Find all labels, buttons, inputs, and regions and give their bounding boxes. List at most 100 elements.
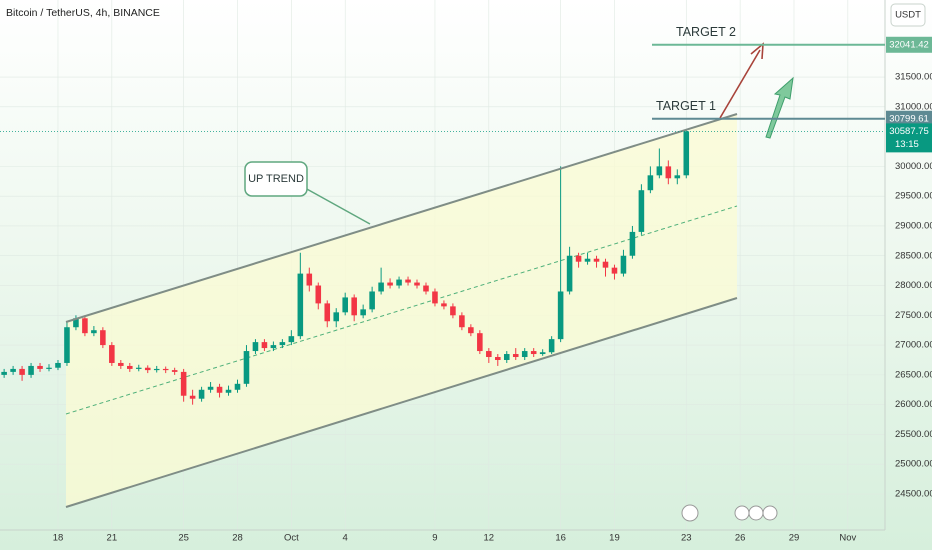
- candle-body: [521, 351, 528, 358]
- candle-body: [387, 282, 393, 286]
- y-tick-label: 25500.00: [895, 429, 932, 440]
- candle-body: [189, 395, 196, 399]
- target-label: TARGET 1: [656, 99, 716, 113]
- countdown: 13:15: [895, 139, 919, 150]
- candle-body: [369, 291, 375, 310]
- candle-body: [414, 282, 420, 286]
- x-tick-label: Oct: [284, 533, 299, 544]
- candle-body: [405, 279, 411, 283]
- x-tick-label: 26: [735, 533, 746, 544]
- x-tick-label: 18: [53, 533, 64, 544]
- y-tick-label: 29500.00: [895, 191, 932, 202]
- target-label: TARGET 2: [676, 25, 736, 39]
- candle-body: [297, 273, 304, 337]
- channel-lower: [65, 297, 738, 508]
- candle-body: [10, 368, 16, 372]
- candle-body: [153, 368, 160, 371]
- candle-body: [19, 368, 25, 375]
- candle-body: [1, 371, 7, 375]
- candle-body: [539, 352, 546, 355]
- candle-body: [557, 291, 564, 340]
- candle-body: [109, 345, 115, 363]
- candle-body: [683, 131, 690, 176]
- channel-midline: [65, 205, 738, 415]
- x-tick-label: 29: [789, 533, 800, 544]
- x-tick-label: 16: [555, 533, 566, 544]
- candle-body: [135, 367, 142, 369]
- candle-body: [512, 354, 519, 358]
- candle-body: [566, 255, 573, 292]
- last-price-text: 30587.75: [889, 126, 929, 137]
- channel-upper: [65, 113, 738, 323]
- candle-body: [423, 285, 429, 292]
- symbol-title: Bitcoin / TetherUS, 4h, BINANCE: [6, 7, 160, 19]
- candle-body: [225, 389, 232, 393]
- x-tick-label: Nov: [839, 533, 856, 544]
- candle-body: [548, 339, 555, 353]
- candle-body: [477, 333, 483, 352]
- y-tick-label: 28000.00: [895, 280, 932, 291]
- candle-body: [333, 312, 340, 322]
- candle-body: [638, 190, 645, 232]
- callout-connector: [304, 187, 371, 225]
- currency-box: [890, 3, 926, 27]
- callout-box: [244, 161, 308, 197]
- candle-body: [55, 362, 61, 368]
- candle-body: [611, 267, 618, 274]
- y-tick-label: 24500.00: [895, 489, 932, 500]
- candle-body: [252, 342, 259, 352]
- candle-body: [342, 297, 348, 313]
- candle-body: [279, 342, 286, 346]
- candle-body: [360, 309, 366, 316]
- candle-body: [243, 351, 250, 384]
- candle-body: [647, 175, 654, 191]
- candle-body: [324, 303, 331, 322]
- candle-body: [602, 261, 609, 268]
- x-tick-label: 9: [432, 533, 437, 544]
- candle-body: [620, 255, 627, 274]
- candle-body: [351, 297, 357, 316]
- price-tag: [886, 36, 932, 53]
- candle-body: [432, 291, 438, 304]
- candle-body: [100, 330, 106, 346]
- x-tick-label: 21: [107, 533, 118, 544]
- candle-body: [37, 365, 43, 369]
- candle-body: [118, 362, 124, 366]
- event-icon: [762, 505, 778, 521]
- candle-body: [530, 351, 537, 355]
- event-icon: [748, 505, 764, 521]
- x-tick-label: 23: [681, 533, 692, 544]
- candle-body: [46, 367, 52, 369]
- red-arrowhead: [750, 42, 764, 60]
- candle-body: [261, 342, 268, 349]
- y-tick-label: 31500.00: [895, 72, 932, 83]
- candle-body: [656, 166, 663, 176]
- candle-body: [127, 365, 133, 369]
- last-price-tag: [886, 123, 932, 153]
- y-tick-label: 28500.00: [895, 250, 932, 261]
- candle-body: [207, 386, 214, 390]
- candle-body: [674, 175, 681, 179]
- candle-body: [629, 231, 636, 256]
- currency: USDT: [895, 10, 921, 21]
- candle-body: [396, 279, 402, 286]
- price-tag-text: 30799.61: [889, 113, 929, 124]
- candle-body: [162, 368, 169, 371]
- candle-body: [450, 306, 456, 316]
- candle-body: [64, 327, 70, 363]
- candle-body: [459, 315, 465, 328]
- y-tick-label: 25000.00: [895, 459, 932, 470]
- y-tick-label: 30000.00: [895, 161, 932, 172]
- candle-body: [306, 273, 313, 286]
- candles: [1, 129, 690, 405]
- candle-body: [315, 285, 322, 304]
- candle-body: [288, 336, 295, 343]
- candle-body: [91, 330, 97, 334]
- candle-body: [378, 282, 384, 292]
- y-tick-label: 31000.00: [895, 101, 932, 112]
- x-tick-label: 12: [484, 533, 495, 544]
- candle-body: [82, 318, 88, 334]
- y-tick-label: 29000.00: [895, 220, 932, 231]
- candle-body: [584, 258, 591, 262]
